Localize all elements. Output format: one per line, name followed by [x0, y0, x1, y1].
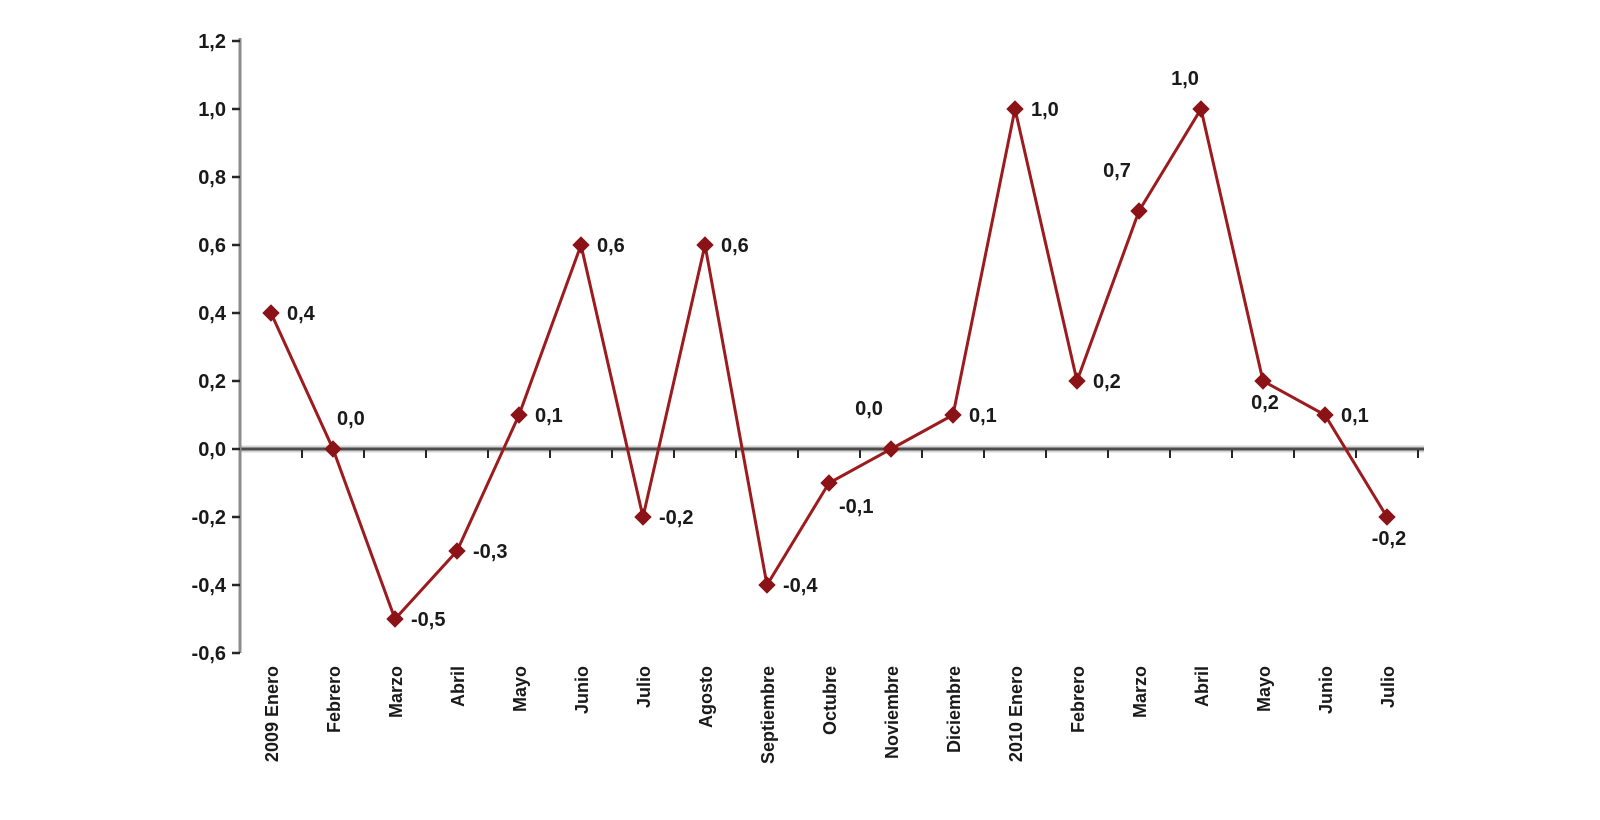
- x-category-label: Junio: [572, 666, 592, 714]
- data-point: [386, 610, 404, 628]
- x-category-label: Diciembre: [944, 666, 964, 753]
- y-tick-label: 0,2: [198, 371, 226, 393]
- data-point-label: -0,2: [659, 507, 693, 529]
- data-point: [882, 440, 900, 458]
- data-point: [1378, 508, 1396, 526]
- data-point: [572, 236, 590, 254]
- data-point: [634, 508, 652, 526]
- x-category-label: Septiembre: [758, 666, 778, 764]
- x-category-label: Agosto: [696, 666, 716, 728]
- x-category-label: Julio: [634, 666, 654, 708]
- data-point: [324, 440, 342, 458]
- data-point: [1192, 100, 1210, 118]
- data-point-label: -0,3: [473, 541, 507, 563]
- x-category-label: 2009 Enero: [262, 666, 282, 762]
- data-point: [1316, 406, 1334, 424]
- x-category-label: Febrero: [324, 666, 344, 733]
- data-point: [448, 542, 466, 560]
- x-category-label: 2010 Enero: [1006, 666, 1026, 762]
- y-tick-label: -0,6: [192, 643, 226, 665]
- data-point-label: 0,7: [1103, 160, 1131, 182]
- data-point-label: 1,0: [1171, 68, 1199, 90]
- y-tick-label: 0,0: [198, 439, 226, 461]
- data-point: [262, 304, 280, 322]
- series-line: [269, 105, 1389, 622]
- data-point-label: -0,1: [839, 496, 873, 518]
- data-point-label: -0,5: [411, 609, 445, 631]
- data-point-label: 0,1: [535, 405, 563, 427]
- x-category-label: Octubre: [820, 666, 840, 735]
- x-category-label: Marzo: [386, 666, 406, 718]
- data-point: [1130, 202, 1148, 220]
- data-point-label: 0,0: [855, 398, 883, 420]
- data-point-label: 0,2: [1093, 371, 1121, 393]
- data-point: [1254, 372, 1272, 390]
- data-point: [820, 474, 838, 492]
- x-category-label: Junio: [1316, 666, 1336, 714]
- data-point: [1068, 372, 1086, 390]
- data-point-label: 0,1: [969, 405, 997, 427]
- data-point-label: -0,2: [1372, 528, 1406, 550]
- x-category-label: Abril: [448, 666, 468, 707]
- y-tick-label: 1,0: [198, 99, 226, 121]
- x-category-label: Mayo: [510, 666, 530, 712]
- data-point-label: 0,2: [1251, 392, 1279, 414]
- data-point: [1006, 100, 1024, 118]
- data-point-label: 0,4: [287, 303, 316, 325]
- data-point-label: 0,1: [1341, 405, 1369, 427]
- y-tick-label: -0,2: [192, 507, 226, 529]
- x-category-label: Marzo: [1130, 666, 1150, 718]
- x-category-label: Febrero: [1068, 666, 1088, 733]
- x-category-label: Noviembre: [882, 666, 902, 759]
- x-category-label: Abril: [1192, 666, 1212, 707]
- data-point: [944, 406, 962, 424]
- y-tick-label: -0,4: [192, 575, 227, 597]
- y-tick-label: 0,6: [198, 235, 226, 257]
- x-category-label: Julio: [1378, 666, 1398, 708]
- x-category-label: Mayo: [1254, 666, 1274, 712]
- data-point: [510, 406, 528, 424]
- data-point-label: 1,0: [1031, 99, 1059, 121]
- data-point-label: 0,6: [597, 235, 625, 257]
- data-point: [758, 576, 776, 594]
- data-point-label: 0,6: [721, 235, 749, 257]
- data-point: [696, 236, 714, 254]
- data-point-label: 0,0: [337, 408, 365, 430]
- y-tick-label: 1,2: [198, 31, 226, 53]
- data-point-label: -0,4: [783, 575, 818, 597]
- y-tick-label: 0,4: [198, 303, 227, 325]
- y-tick-label: 0,8: [198, 167, 226, 189]
